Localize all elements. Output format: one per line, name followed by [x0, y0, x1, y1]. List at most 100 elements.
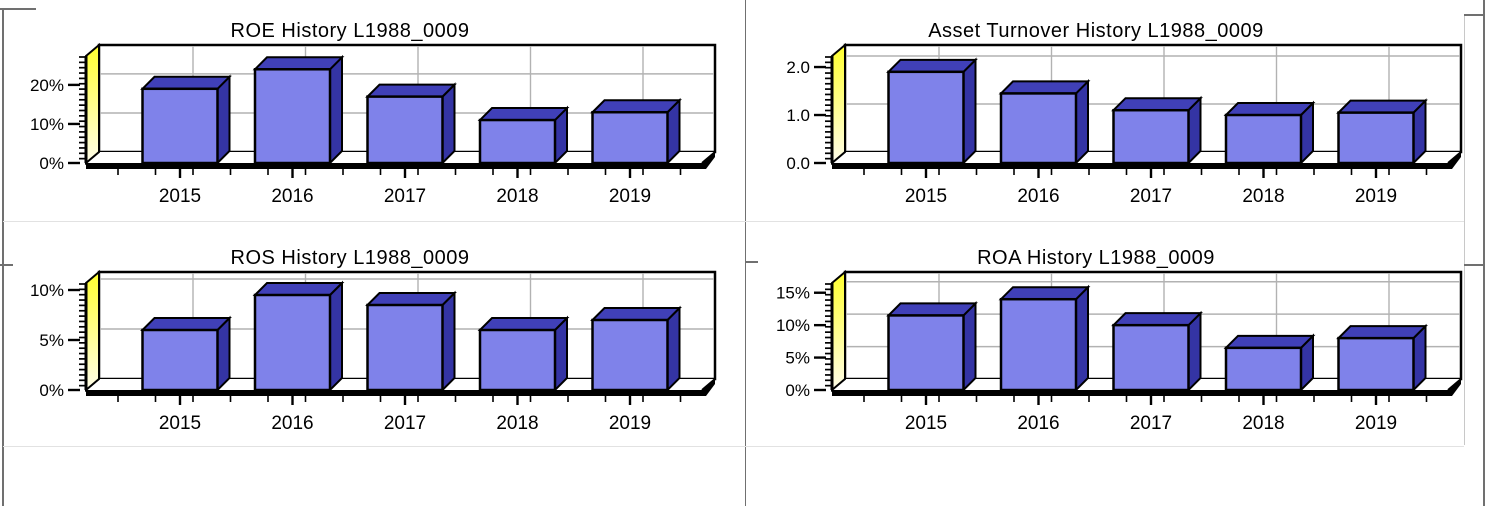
bar-2017 [366, 95, 444, 165]
y-axis-wall [831, 42, 846, 166]
y-axis-wall [85, 269, 100, 393]
bar-2019 [1337, 111, 1415, 165]
x-tick-label: 2019 [1355, 413, 1397, 434]
left-edge-tick [0, 264, 13, 266]
y-tick-label: 1.0 [786, 106, 810, 125]
y-tick-label: 10% [30, 281, 64, 300]
left-frame-line [2, 8, 4, 506]
bar-side-face [441, 82, 456, 166]
bar-top-face [140, 75, 232, 90]
y-axis-wall [85, 42, 100, 166]
x-tick-label: 2019 [609, 413, 651, 434]
bar-side-face [441, 290, 456, 393]
bar-side-face [962, 301, 977, 393]
y-tick-label: 10% [30, 115, 64, 134]
top-left-frame-tick [0, 8, 36, 10]
x-tick-label: 2015 [905, 186, 947, 207]
bar-2016 [253, 293, 332, 392]
x-tick-label: 2016 [1017, 413, 1059, 434]
bar-top-face [1223, 334, 1316, 349]
row-separator-top [3, 221, 1464, 222]
ros-history-chart: 2015 2016 2017 2018 2019 0% 5% 10% ROS History L… [30, 247, 717, 434]
bar-2015 [141, 328, 219, 392]
x-tick-label: 2015 [905, 413, 947, 434]
x-axis-base [86, 379, 715, 396]
bar-2019 [1337, 336, 1415, 392]
bar-top-face [252, 56, 345, 71]
bar-2015 [887, 70, 965, 165]
chart-panel-roe: 2015 2016 2017 2018 2019 0% 10% 20% ROE History … [0, 0, 745, 222]
y-tick-label: 0% [39, 381, 64, 400]
bar-top-face [1336, 325, 1428, 340]
bar-top-face [590, 99, 682, 114]
bar-side-face [329, 54, 343, 166]
bar-2016 [999, 297, 1078, 392]
x-axis-base [832, 152, 1461, 169]
x-tick-label: 2018 [496, 186, 538, 207]
x-tick-label: 2018 [496, 413, 538, 434]
chart-title: Asset Turnover History L1988_0009 [928, 20, 1264, 42]
bar-top-face [477, 317, 570, 331]
bar-top-face [365, 83, 457, 98]
bar-side-face [962, 57, 977, 166]
center-divider-tick [745, 261, 758, 263]
bar-2017 [1112, 323, 1190, 392]
y-tick-label: 0% [39, 154, 64, 173]
chart-title: ROE History L1988_0009 [231, 20, 470, 42]
x-tick-label: 2018 [1242, 186, 1284, 207]
bar-top-face [590, 307, 682, 321]
bar-side-face [1075, 79, 1089, 166]
bar-side-face [1075, 284, 1089, 393]
roe-history-chart: 2015 2016 2017 2018 2019 0% 10% 20% ROE History … [30, 20, 717, 207]
x-tick-label: 2019 [609, 186, 651, 207]
y-tick-label: 5% [39, 331, 64, 350]
x-tick-label: 2017 [1130, 413, 1172, 434]
center-vertical-divider [745, 0, 746, 506]
chart-title: ROA History L1988_0009 [977, 247, 1215, 269]
bar-2016 [253, 68, 332, 165]
bar-top-face [1336, 99, 1428, 114]
x-tick-label: 2019 [1355, 186, 1397, 207]
x-tick-label: 2016 [1017, 186, 1059, 207]
x-tick-label: 2015 [159, 186, 201, 207]
y-tick-label: 15% [776, 284, 810, 303]
bar-2018 [1224, 346, 1303, 392]
bar-top-face [1111, 97, 1203, 112]
bar-side-face [666, 305, 681, 393]
bar-side-face [329, 280, 343, 393]
bar-top-face [1223, 102, 1316, 117]
y-tick-label: 5% [785, 349, 810, 368]
right-gutter-mid-tick [1464, 264, 1483, 266]
bar-2017 [1112, 108, 1190, 165]
bar-2019 [591, 318, 669, 392]
x-tick-label: 2017 [384, 413, 426, 434]
x-tick-label: 2016 [271, 413, 313, 434]
bar-top-face [477, 107, 570, 122]
x-tick-label: 2015 [159, 413, 201, 434]
bar-top-face [365, 292, 457, 306]
bar-top-face [998, 286, 1091, 301]
roa-history-chart: 2015 2016 2017 2018 2019 0% 5% 10% 15% ROA Histor… [776, 247, 1463, 434]
chart-panel-ros: 2015 2016 2017 2018 2019 0% 5% 10% ROS History L… [0, 227, 745, 449]
y-tick-label: 0.0 [786, 154, 810, 173]
x-axis-base [832, 379, 1461, 396]
bar-2018 [478, 328, 557, 392]
row-separator-bottom [3, 446, 1464, 447]
x-tick-label: 2016 [271, 186, 313, 207]
right-gutter-line [1464, 14, 1465, 445]
bar-top-face [140, 317, 232, 331]
x-tick-label: 2017 [1130, 186, 1172, 207]
x-tick-label: 2017 [384, 186, 426, 207]
x-axis-base [86, 152, 715, 169]
y-tick-label: 10% [776, 316, 810, 335]
y-tick-label: 20% [30, 76, 64, 95]
bar-2019 [591, 110, 669, 165]
bar-top-face [886, 58, 978, 73]
bar-top-face [886, 302, 978, 317]
bar-top-face [252, 282, 345, 296]
bar-2015 [141, 87, 219, 165]
chart-title: ROS History L1988_0009 [231, 247, 470, 269]
bar-2017 [366, 303, 444, 392]
y-tick-label: 0% [785, 381, 810, 400]
